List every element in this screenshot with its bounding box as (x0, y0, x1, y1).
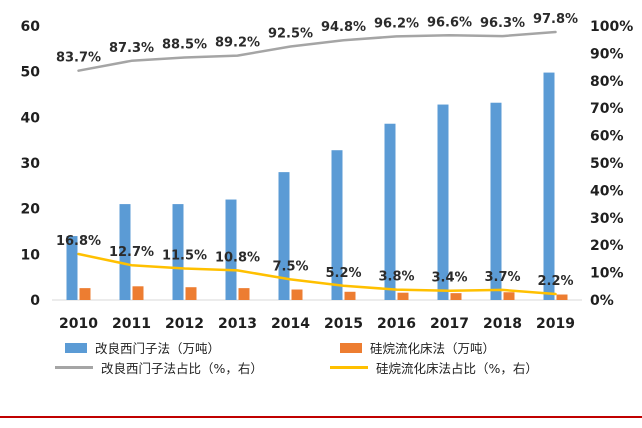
chart-plot-area: 0 10 20 30 40 50 60 0% 10% 20% 30% 40% 50% 60% 70% 80% 9… (21, 12, 634, 332)
x-tick-label: 2019 (536, 316, 575, 332)
bar-siemens (172, 204, 184, 300)
bottom-rule (0, 416, 642, 418)
bar-silane (397, 292, 409, 300)
y-left-tick-label: 40 (21, 110, 41, 126)
data-label-siemens-share: 96.6% (427, 15, 472, 30)
y-right-tick-label: 60% (590, 129, 624, 145)
x-tick-label: 2011 (112, 316, 151, 332)
bar-silane (185, 287, 197, 300)
x-tick-label: 2017 (430, 316, 469, 332)
y-right-tick-label: 20% (590, 238, 624, 254)
bar-silane (450, 293, 462, 300)
line-silane-share (77, 252, 557, 296)
legend-label-silane-share: 硅烷流化床法占比（%，右） (376, 361, 538, 376)
y-left-tick-label: 20 (21, 202, 41, 218)
data-label-siemens-share: 87.3% (109, 41, 154, 56)
data-label-silane-share: 10.8% (215, 250, 260, 265)
bar-silane (79, 288, 91, 300)
x-tick-label: 2013 (218, 316, 257, 332)
data-label-siemens-share: 89.2% (215, 36, 260, 51)
legend-swatch-silane-bar (340, 342, 362, 353)
bar-silane (503, 292, 515, 300)
bar-siemens (543, 72, 555, 300)
data-label-siemens-share: 97.8% (533, 12, 578, 27)
bar-siemens (384, 123, 396, 300)
x-tick-label: 2015 (324, 316, 363, 332)
bar-silane (556, 294, 568, 300)
y-right-tick-label: 70% (590, 101, 624, 117)
data-label-silane-share: 7.5% (272, 259, 308, 274)
data-label-siemens-share: 94.8% (321, 20, 366, 35)
bar-silane (132, 286, 144, 300)
legend-swatch-siemens-share (55, 366, 93, 369)
y-right-tick-label: 90% (590, 46, 624, 62)
y-right-tick-label: 30% (590, 211, 624, 227)
bar-siemens (490, 102, 502, 300)
line-siemens-share (77, 30, 557, 72)
data-label-silane-share: 12.7% (109, 245, 154, 260)
y-right-tick-label: 50% (590, 156, 624, 172)
chart-legend: 改良西门子法（万吨） 硅烷流化床法（万吨） 改良西门子法占比（%，右） 硅烷流化… (55, 336, 635, 380)
data-label-silane-share: 3.7% (484, 270, 520, 285)
bar-siemens (331, 150, 343, 300)
y-right-tick-label: 40% (590, 183, 624, 199)
bar-silane (291, 289, 303, 300)
bar-siemens (278, 172, 290, 300)
y-left-tick-label: 50 (21, 65, 41, 81)
y-left-tick-label: 10 (21, 247, 41, 263)
legend-item-siemens-share: 改良西门子法占比（%，右） (55, 358, 263, 377)
x-tick-label: 2014 (271, 316, 310, 332)
x-tick-label: 2012 (165, 316, 204, 332)
y-right-tick-label: 0% (590, 293, 614, 309)
data-label-siemens-share: 96.2% (374, 16, 419, 31)
legend-swatch-silane-share (330, 366, 368, 369)
bar-siemens (225, 199, 237, 300)
y-right-tick-label: 100% (590, 19, 633, 35)
legend-item-silane-share: 硅烷流化床法占比（%，右） (330, 358, 538, 377)
data-label-silane-share: 11.5% (162, 248, 207, 263)
y-left-tick-label: 0 (30, 293, 40, 309)
data-label-silane-share: 3.8% (378, 270, 414, 285)
x-tick-label: 2010 (59, 316, 98, 332)
bar-siemens (119, 204, 131, 300)
bar-siemens (66, 236, 78, 300)
legend-label-silane-bar: 硅烷流化床法（万吨） (370, 341, 496, 356)
y-left-tick-label: 30 (21, 156, 41, 172)
bar-silane (344, 291, 356, 300)
data-label-silane-share: 16.8% (56, 234, 101, 249)
data-label-siemens-share: 88.5% (162, 38, 207, 53)
data-label-silane-share: 5.2% (325, 266, 361, 281)
data-label-silane-share: 2.2% (537, 274, 573, 289)
legend-label-siemens-share: 改良西门子法占比（%，右） (101, 361, 263, 376)
data-label-siemens-share: 92.5% (268, 27, 313, 42)
y-right-tick-label: 80% (590, 74, 624, 90)
bar-siemens (437, 104, 449, 301)
data-label-siemens-share: 83.7% (56, 51, 101, 66)
legend-item-silane-bar: 硅烷流化床法（万吨） (340, 338, 495, 357)
legend-label-siemens-bar: 改良西门子法（万吨） (95, 341, 221, 356)
y-left-tick-label: 60 (21, 19, 41, 35)
bar-silane (238, 288, 250, 300)
x-tick-label: 2018 (483, 316, 522, 332)
data-label-silane-share: 3.4% (431, 271, 467, 286)
y-right-tick-label: 10% (590, 266, 624, 282)
x-tick-label: 2016 (377, 316, 416, 332)
legend-item-siemens-bar: 改良西门子法（万吨） (65, 338, 220, 357)
legend-swatch-siemens-bar (65, 342, 87, 353)
data-label-siemens-share: 96.3% (480, 16, 525, 31)
